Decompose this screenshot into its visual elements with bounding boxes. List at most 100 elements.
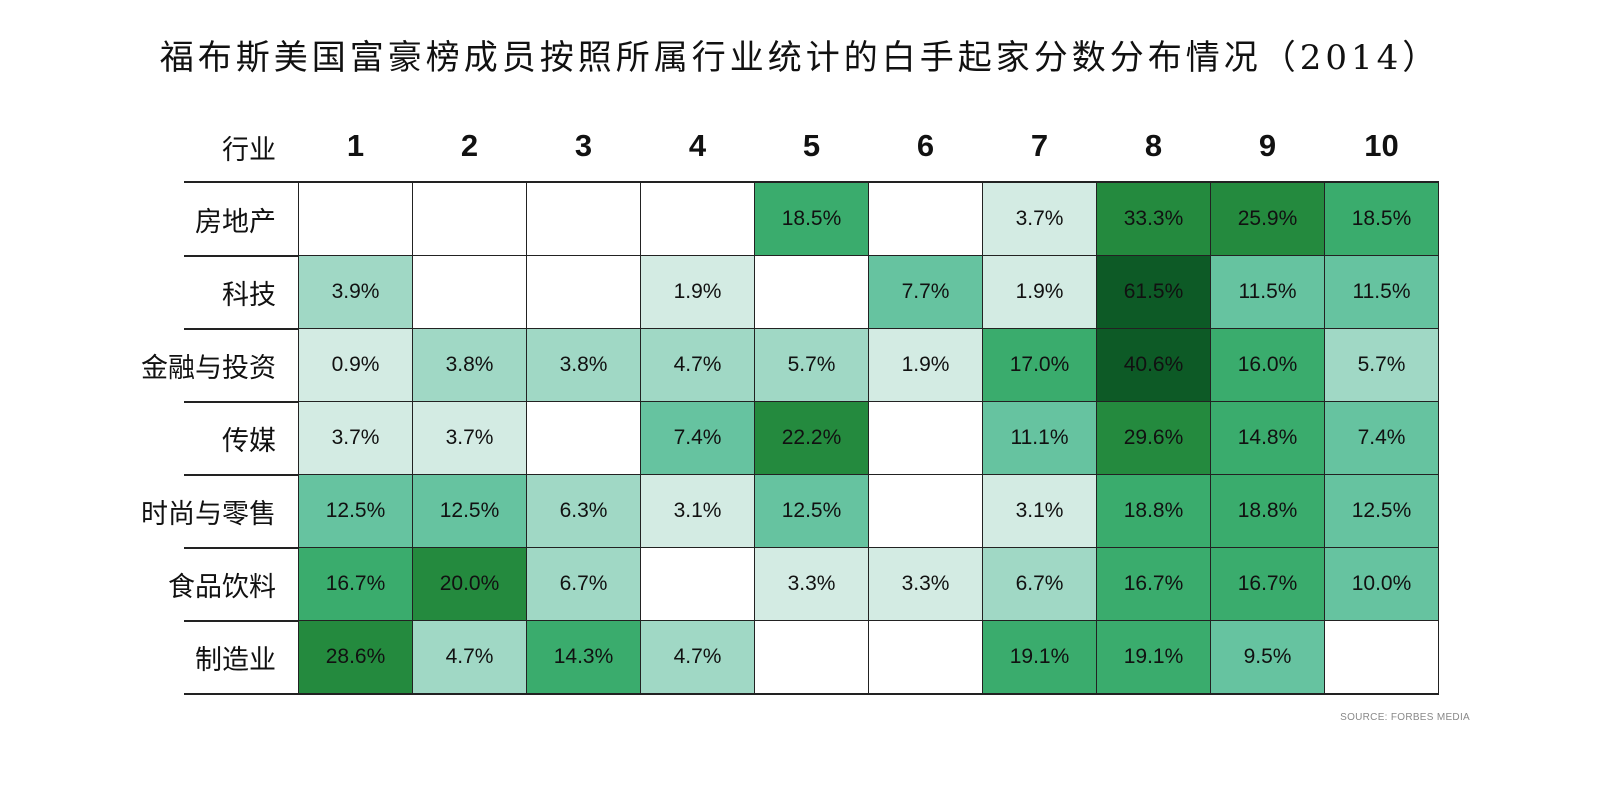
cell-value-label: 19.1% [1123,645,1184,668]
heatmap-cell: 25.9% [1210,182,1325,256]
cell-value-label: 3.7% [1015,207,1064,230]
cell-value-label: 0.9% [331,353,380,376]
cell-value-label: 25.9% [1237,207,1298,230]
heatmap-cell: 19.1% [982,620,1097,694]
heatmap-cell: 3.8% [412,328,527,402]
cell-value-label: 1.9% [1015,280,1064,303]
cell-value-label: 5.7% [1357,353,1406,376]
cell-value-label: 18.5% [781,207,842,230]
row-header-label: 行业 [222,135,276,166]
cell-value-label: 7.7% [901,280,950,303]
heatmap-cell: 22.2% [754,401,869,475]
cell-value-label: 9.5% [1243,645,1292,668]
heatmap-cell [640,547,755,621]
heatmap-cell [526,182,641,256]
heatmap-cell: 6.3% [526,474,641,548]
heatmap-cell [754,620,869,694]
heatmap-cell: 3.7% [298,401,413,475]
heatmap-cell: 6.7% [982,547,1097,621]
heatmap-cell: 3.9% [298,255,413,329]
heatmap-cell: 7.4% [1324,401,1439,475]
column-header: 1 [346,128,365,163]
heatmap-cell: 3.8% [526,328,641,402]
cell-value-label: 3.7% [445,426,494,449]
cell-value-label: 16.7% [1237,572,1298,595]
heatmap-cell: 7.7% [868,255,983,329]
cell-value-label: 33.3% [1123,207,1184,230]
heatmap-cell: 29.6% [1096,401,1211,475]
heatmap-cell: 17.0% [982,328,1097,402]
heatmap-cell: 3.3% [754,547,869,621]
heatmap-cell: 20.0% [412,547,527,621]
heatmap-cell: 16.7% [298,547,413,621]
heatmap-cell: 3.7% [982,182,1097,256]
cell-value-label: 4.7% [673,353,722,376]
cell-value-label: 3.1% [1015,499,1064,522]
heatmap-cell: 40.6% [1096,328,1211,402]
cell-value-label: 3.1% [673,499,722,522]
heatmap-cell: 33.3% [1096,182,1211,256]
heatmap-cell: 5.7% [754,328,869,402]
cell-value-label: 12.5% [781,499,842,522]
cell-value-label: 18.5% [1351,207,1412,230]
row-label: 科技 [222,280,276,311]
heatmap-cell: 12.5% [412,474,527,548]
cell-value-label: 10.0% [1351,572,1412,595]
cell-value-label: 40.6% [1123,353,1184,376]
heatmap-cell [868,620,983,694]
cell-value-label: 4.7% [445,645,494,668]
heatmap-cell: 61.5% [1096,255,1211,329]
row-label: 时尚与零售 [141,499,276,530]
cell-value-label: 16.7% [1123,572,1184,595]
heatmap-cell [412,182,527,256]
cell-value-label: 3.8% [445,353,494,376]
heatmap-cell [526,255,641,329]
heatmap-cell: 3.7% [412,401,527,475]
cell-value-label: 14.3% [553,645,614,668]
cell-value-label: 7.4% [1357,426,1406,449]
heatmap-cell: 3.1% [982,474,1097,548]
row-label: 食品饮料 [168,572,276,603]
heatmap-cell: 28.6% [298,620,413,694]
cell-value-label: 20.0% [439,572,500,595]
row-label: 制造业 [195,645,276,676]
row-label: 传媒 [222,426,276,457]
cell-value-label: 12.5% [1351,499,1412,522]
cell-value-label: 7.4% [673,426,722,449]
column-header: 9 [1258,128,1277,163]
column-header: 6 [916,128,935,163]
column-header: 7 [1030,128,1049,163]
cell-value-label: 3.3% [901,572,950,595]
column-header: 4 [688,128,707,163]
heatmap-cell: 11.1% [982,401,1097,475]
heatmap-cell: 11.5% [1210,255,1325,329]
cell-value-label: 61.5% [1123,280,1184,303]
heatmap-cell: 16.7% [1096,547,1211,621]
cell-value-label: 1.9% [673,280,722,303]
heatmap-cell [1324,620,1439,694]
cell-value-label: 3.8% [559,353,608,376]
cell-value-label: 12.5% [439,499,500,522]
heatmap-cell: 5.7% [1324,328,1439,402]
cell-value-label: 5.7% [787,353,836,376]
column-header: 5 [802,128,821,163]
heatmap-cell: 1.9% [982,255,1097,329]
cell-value-label: 11.5% [1238,280,1297,303]
column-header: 3 [574,128,593,163]
source-note: SOURCE: FORBES MEDIA [1340,712,1470,723]
cell-value-label: 12.5% [325,499,386,522]
heatmap-cell: 18.5% [1324,182,1439,256]
heatmap-cell [754,255,869,329]
row-label: 金融与投资 [141,353,276,384]
heatmap-cell: 6.7% [526,547,641,621]
cell-value-label: 18.8% [1123,499,1184,522]
cell-value-label: 6.7% [1015,572,1064,595]
row-label: 房地产 [195,207,276,238]
heatmap-cell: 14.8% [1210,401,1325,475]
cell-value-label: 17.0% [1009,353,1070,376]
heatmap-cell: 12.5% [298,474,413,548]
heatmap-cell: 12.5% [1324,474,1439,548]
heatmap-cell: 1.9% [640,255,755,329]
row-divider [184,693,1439,695]
cell-value-label: 16.0% [1237,353,1298,376]
